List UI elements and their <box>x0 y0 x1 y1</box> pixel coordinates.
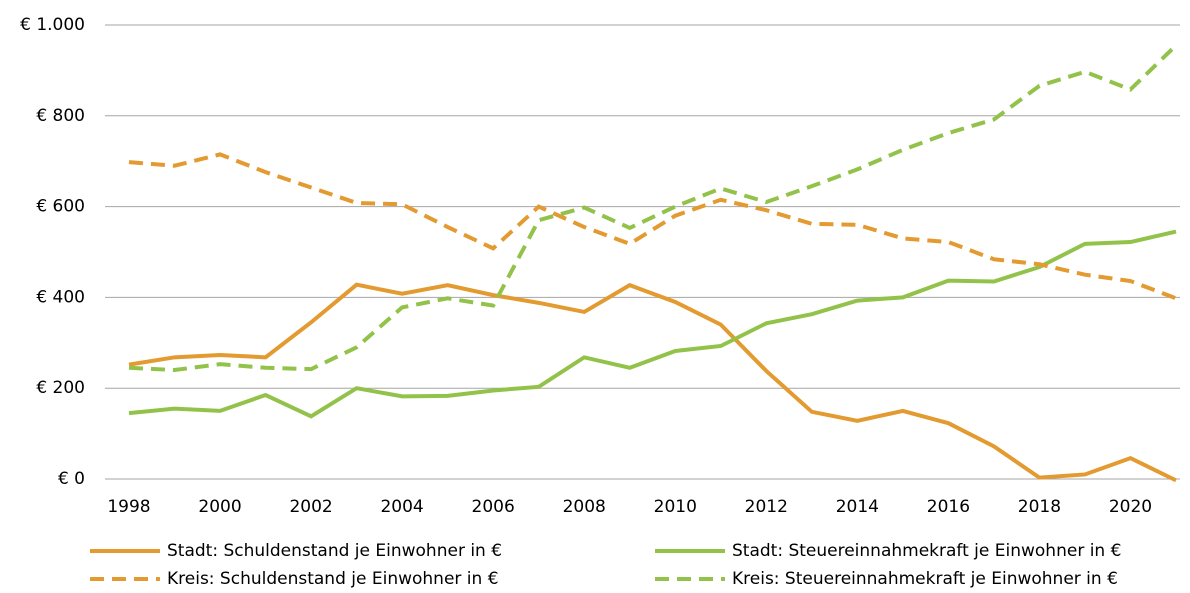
x-tick-label: 2012 <box>745 497 788 517</box>
x-tick-label: 2000 <box>198 497 241 517</box>
x-tick-label: 2020 <box>1109 497 1152 517</box>
x-tick-label: 2010 <box>654 497 697 517</box>
legend-label: Kreis: Steuereinnahmekraft je Einwohner … <box>732 569 1118 589</box>
line-series <box>128 152 1177 301</box>
x-tick-label: 1998 <box>107 497 150 517</box>
x-tick-label: 2004 <box>380 497 423 517</box>
line-series <box>128 229 1177 419</box>
y-tick-label: € 800 <box>36 106 85 126</box>
x-tick-label: 2008 <box>563 497 606 517</box>
x-tick-label: 2006 <box>472 497 515 517</box>
legend-label: Stadt: Steuereinnahmekraft je Einwohner … <box>732 541 1121 561</box>
line-series <box>128 43 1178 373</box>
x-tick-label: 2002 <box>289 497 332 517</box>
y-tick-label: € 200 <box>36 378 85 398</box>
x-tick-label: 2014 <box>836 497 879 517</box>
y-tick-label: € 400 <box>36 287 85 307</box>
y-tick-label: € 1.000 <box>20 15 85 35</box>
x-tick-label: 2016 <box>927 497 970 517</box>
x-tick-label: 2018 <box>1018 497 1061 517</box>
y-tick-label: € 600 <box>36 197 85 217</box>
y-tick-label: € 0 <box>58 469 85 489</box>
legend-label: Stadt: Schuldenstand je Einwohner in € <box>167 541 502 561</box>
line-series <box>128 282 1177 483</box>
legend-label: Kreis: Schuldenstand je Einwohner in € <box>167 569 499 589</box>
